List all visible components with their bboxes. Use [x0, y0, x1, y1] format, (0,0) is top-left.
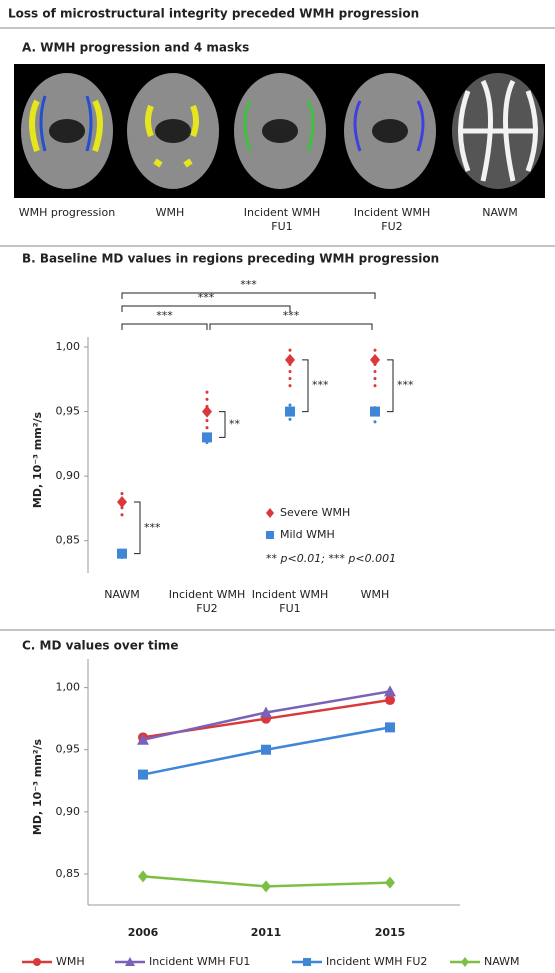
- panel-title: A. WMH progression and 4 masks: [22, 41, 249, 55]
- x-tick-label-box: WMH: [330, 588, 420, 620]
- y-tick-label: 0,90: [56, 805, 81, 818]
- bracket: [210, 324, 372, 330]
- figure-title: Loss of microstructural integrity preced…: [8, 7, 419, 21]
- bracket-label: ***: [312, 379, 329, 392]
- y-tick-label: 1,00: [56, 681, 81, 694]
- bracket: [302, 360, 308, 412]
- x-tick-label-box: NAWM: [77, 588, 167, 620]
- marker: [117, 549, 127, 559]
- image-label: WMH progression: [7, 206, 127, 220]
- image-label-box: WMH progression: [7, 206, 127, 238]
- y-tick-label: 0,95: [56, 743, 81, 756]
- image-label-box: WMH: [131, 206, 209, 238]
- legend-label: Incident WMH FU1: [149, 955, 250, 968]
- legend-label: NAWM: [484, 955, 520, 968]
- marker: [202, 406, 212, 418]
- image-label: Incident WMH FU1: [243, 206, 321, 234]
- image-label-box: Incident WMH FU2: [353, 206, 431, 238]
- y-axis-label: MD, 10⁻³ mm²/s: [31, 411, 44, 508]
- legend-label: Incident WMH FU2: [326, 955, 427, 968]
- note: ** p<0.01; *** p<0.001: [266, 552, 396, 565]
- panel-title: B. Baseline MD values in regions precedi…: [22, 252, 439, 266]
- marker: [266, 531, 274, 539]
- x-tick-label: 2015: [375, 926, 406, 939]
- y-tick-label: 0,90: [56, 469, 81, 482]
- y-tick-label: 0,85: [56, 534, 81, 547]
- figure: Loss of microstructural integrity preced…: [0, 0, 555, 973]
- marker: [303, 958, 311, 966]
- y-tick-label: 1,00: [56, 340, 81, 353]
- marker: [461, 957, 469, 967]
- marker: [285, 407, 295, 417]
- bracket: [134, 502, 140, 554]
- marker: [385, 722, 395, 732]
- x-tick-label-box: Incident WMH FU2: [162, 588, 252, 620]
- x-tick-label: 2011: [251, 926, 282, 939]
- y-tick-label: 0,85: [56, 867, 81, 880]
- bracket-label: ***: [144, 521, 161, 534]
- image-label: NAWM: [461, 206, 539, 220]
- marker: [385, 695, 395, 705]
- marker: [33, 958, 41, 966]
- marker: [370, 407, 380, 417]
- x-tick-label: NAWM: [77, 588, 167, 602]
- bracket: [219, 412, 225, 438]
- bracket-label: ***: [397, 379, 414, 392]
- image-label-box: Incident WMH FU1: [243, 206, 321, 238]
- bracket: [122, 293, 375, 299]
- legend-label: WMH: [56, 955, 85, 968]
- y-tick-label: 0,95: [56, 405, 81, 418]
- marker: [385, 877, 395, 889]
- bracket: [122, 306, 290, 312]
- y-axis-label: MD, 10⁻³ mm²/s: [31, 738, 44, 835]
- bracket-label: ***: [240, 278, 257, 291]
- bracket-label: ***: [283, 309, 300, 322]
- marker: [138, 770, 148, 780]
- legend-label: Severe WMH: [280, 506, 350, 519]
- bracket-label: **: [229, 417, 241, 430]
- marker: [261, 880, 271, 892]
- marker: [370, 354, 380, 366]
- legend-label: Mild WMH: [280, 528, 335, 541]
- x-tick-label: Incident WMH FU2: [162, 588, 252, 616]
- marker: [138, 870, 148, 882]
- bracket: [122, 324, 207, 330]
- image-label: Incident WMH FU2: [353, 206, 431, 234]
- bracket: [387, 360, 393, 412]
- x-tick-label: WMH: [330, 588, 420, 602]
- marker: [117, 496, 127, 508]
- panel-title: C. MD values over time: [22, 639, 178, 653]
- marker: [266, 508, 274, 518]
- brain-images: [21, 73, 544, 189]
- marker: [202, 432, 212, 442]
- image-label-box: NAWM: [461, 206, 539, 238]
- marker: [285, 354, 295, 366]
- bracket-label: ***: [198, 291, 215, 304]
- bracket-label: ***: [156, 309, 173, 322]
- x-tick-label: Incident WMH FU1: [245, 588, 335, 616]
- x-tick-label-box: Incident WMH FU1: [245, 588, 335, 620]
- image-label: WMH: [131, 206, 209, 220]
- x-tick-label: 2006: [128, 926, 159, 939]
- marker: [261, 745, 271, 755]
